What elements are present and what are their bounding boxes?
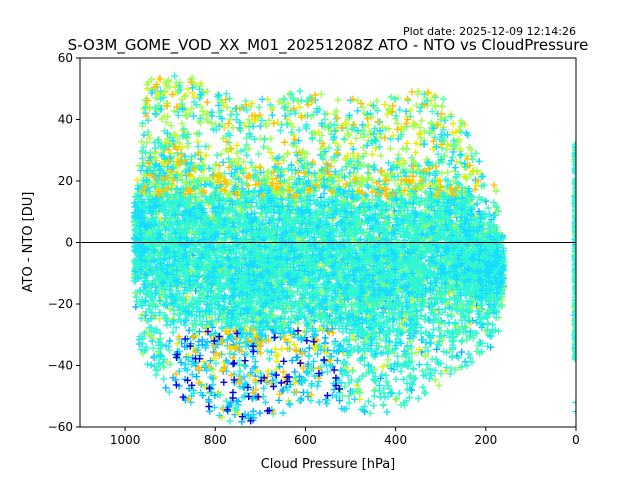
scatter-marker-group — [130, 84, 576, 420]
y-tick-label: 40 — [58, 113, 73, 127]
scatter-points — [130, 72, 576, 426]
x-axis: 1000 800 600 400 200 0 — [110, 427, 580, 447]
chart-title: S-O3M_GOME_VOD_XX_M01_20251208Z ATO - NT… — [68, 36, 589, 55]
x-tick-label: 0 — [572, 433, 580, 447]
x-tick-label: 600 — [294, 433, 317, 447]
x-axis-label: Cloud Pressure [hPa] — [261, 457, 396, 472]
y-tick-label: 20 — [58, 174, 73, 188]
y-tick-label: −40 — [48, 359, 73, 373]
y-tick-label: −60 — [48, 420, 73, 434]
y-tick-label: 60 — [58, 51, 73, 65]
y-axis-label: ATO - NTO [DU] — [21, 192, 36, 293]
y-axis: 60 40 20 0 −20 −40 −60 — [48, 51, 80, 434]
x-tick-label: 800 — [204, 433, 227, 447]
x-tick-label: 400 — [384, 433, 407, 447]
plot-date: Plot date: 2025-12-09 12:14:26 — [403, 25, 576, 38]
x-tick-label: 1000 — [110, 433, 141, 447]
y-tick-label: 0 — [65, 236, 73, 250]
scatter-marker-group — [172, 327, 343, 425]
y-tick-label: −20 — [48, 297, 73, 311]
x-tick-label: 200 — [474, 433, 497, 447]
